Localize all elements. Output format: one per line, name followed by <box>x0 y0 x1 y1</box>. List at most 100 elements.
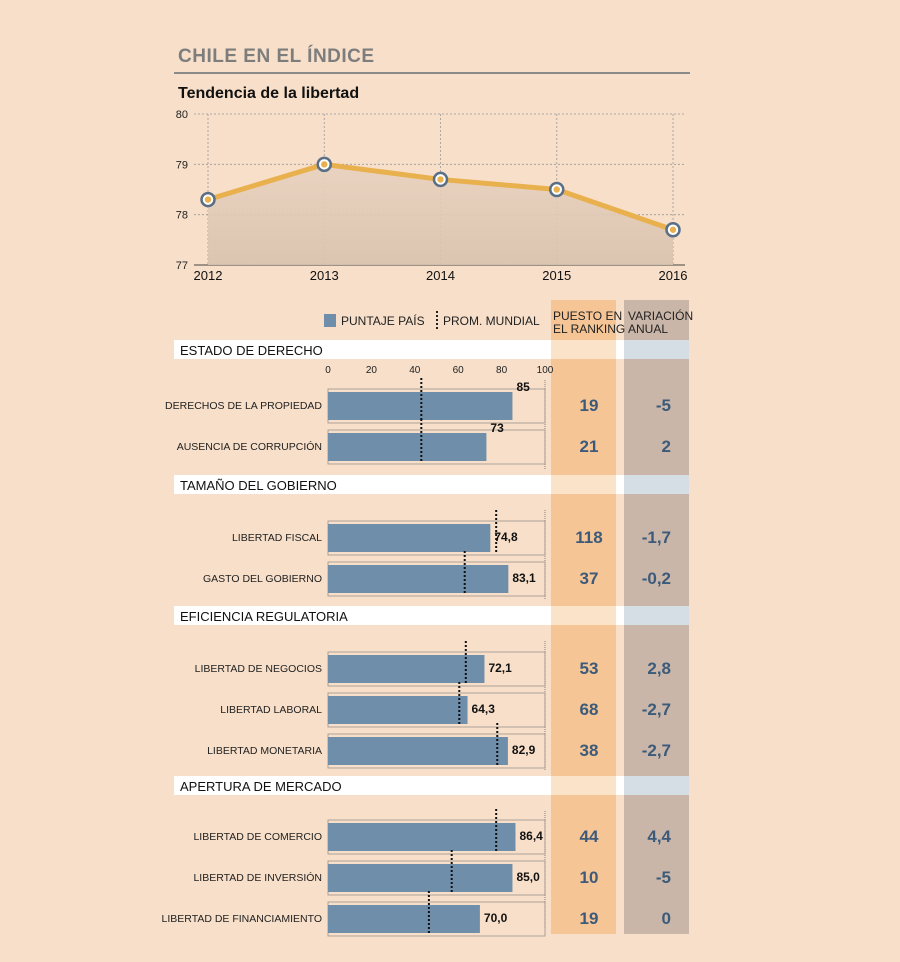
side-columns <box>174 300 689 934</box>
ranking-value: 53 <box>580 659 599 678</box>
variation-value: -2,7 <box>642 700 671 719</box>
x-tick-label: 2012 <box>194 268 223 283</box>
row-label: LIBERTAD DE NEGOCIOS <box>195 663 322 675</box>
bar-value-label: 64,3 <box>472 702 496 716</box>
section-title: CHILE EN EL ÍNDICE <box>178 46 375 67</box>
line-chart-y-ticks: 77 78 79 80 <box>176 109 188 272</box>
bar-libertad-de-financiamiento <box>328 905 480 933</box>
row-label: LIBERTAD DE COMERCIO <box>193 831 322 843</box>
group-title: TAMAÑO DEL GOBIERNO <box>180 478 337 493</box>
ranking-value: 37 <box>580 569 599 588</box>
ranking-value: 44 <box>580 827 599 846</box>
x-axis-tick-label: 60 <box>453 365 465 376</box>
group-header-band-variation <box>624 475 689 494</box>
ranking-value: 19 <box>580 396 599 415</box>
group-header-gap <box>616 776 624 795</box>
x-tick-label: 2015 <box>542 268 571 283</box>
row-label: LIBERTAD LABORAL <box>220 704 322 716</box>
bar-libertad-laboral <box>328 696 468 724</box>
data-point-center <box>669 226 677 233</box>
bar-ausencia-de-corrupción <box>328 433 487 461</box>
line-chart-x-ticks: 2012 2013 2014 2015 2016 <box>194 268 688 283</box>
variation-value: 2,8 <box>647 659 671 678</box>
ranking-value: 19 <box>580 909 599 928</box>
data-point-center <box>437 176 444 183</box>
group-title: APERTURA DE MERCADO <box>180 779 342 794</box>
ranking-value: 21 <box>580 437 599 456</box>
row-label: GASTO DEL GOBIERNO <box>203 573 322 585</box>
ranking-value: 38 <box>580 741 599 760</box>
x-axis-tick-label: 0 <box>325 365 331 376</box>
data-point-center <box>553 186 560 193</box>
y-tick-label: 77 <box>176 260 188 272</box>
bar-value-label: 85,0 <box>516 870 540 884</box>
variation-value: -2,7 <box>642 741 671 760</box>
bar-value-label: 72,1 <box>488 661 512 675</box>
line-chart: 77 78 79 80 2012 2013 2014 2015 2016 <box>176 109 688 283</box>
y-tick-label: 79 <box>176 159 188 171</box>
bar-value-label: 85 <box>516 380 530 394</box>
group-header-band-variation <box>624 606 689 625</box>
bar-value-label: 83,1 <box>512 571 536 585</box>
row-label: LIBERTAD DE INVERSIÓN <box>193 871 322 884</box>
y-tick-label: 80 <box>176 109 188 121</box>
row-label: DERECHOS DE LA PROPIEDAD <box>165 400 322 412</box>
variation-header-line2: ANUAL <box>628 322 669 336</box>
group-header-band <box>174 475 551 494</box>
ranking-value: 10 <box>580 868 599 887</box>
y-tick-label: 78 <box>176 210 188 222</box>
x-axis-tick-label: 20 <box>366 365 378 376</box>
bar-value-label: 70,0 <box>484 911 508 925</box>
legend-world-marker <box>436 311 438 329</box>
group-header-band <box>174 606 551 625</box>
group-header-band <box>174 776 551 795</box>
variation-value: -5 <box>656 868 671 887</box>
bar-value-label: 74,8 <box>494 530 518 544</box>
group-header-gap <box>616 475 624 494</box>
x-tick-label: 2016 <box>659 268 688 283</box>
x-axis-tick-label: 100 <box>537 365 554 376</box>
bar-libertad-fiscal <box>328 524 491 552</box>
x-axis-tick-label: 40 <box>409 365 421 376</box>
bar-libertad-de-inversión <box>328 864 513 892</box>
group-header-gap <box>616 606 624 625</box>
group-header-band-ranking <box>551 606 616 625</box>
group-header-band <box>174 340 551 359</box>
variation-header-line1: VARIACIÓN <box>628 309 694 323</box>
data-point-center <box>204 196 212 203</box>
variation-value: 0 <box>662 909 671 928</box>
bar-libertad-de-negocios <box>328 655 485 683</box>
row-label: LIBERTAD MONETARIA <box>207 745 322 757</box>
bar-value-label: 82,9 <box>512 743 536 757</box>
variation-value: -5 <box>656 396 671 415</box>
bar-libertad-de-comercio <box>328 823 516 851</box>
ranking-header-line1: PUESTO EN <box>553 309 623 323</box>
group-header-band-ranking <box>551 776 616 795</box>
x-axis-tick-label: 80 <box>496 365 508 376</box>
row-label: AUSENCIA DE CORRUPCIÓN <box>177 440 322 453</box>
bar-derechos-de-la-propiedad <box>328 392 513 420</box>
group-header-band-variation <box>624 340 689 359</box>
row-label: LIBERTAD FISCAL <box>232 532 322 544</box>
title-divider <box>174 72 690 74</box>
ranking-header-line2: EL RANKING <box>553 322 626 336</box>
group-title: EFICIENCIA REGULATORIA <box>180 609 348 624</box>
group-header-gap <box>616 340 624 359</box>
variation-value: -0,2 <box>642 569 671 588</box>
x-tick-label: 2014 <box>426 268 455 283</box>
bar-gasto-del-gobierno <box>328 565 509 593</box>
ranking-value: 118 <box>575 528 602 547</box>
line-chart-title: Tendencia de la libertad <box>178 85 360 102</box>
variation-value: 2 <box>662 437 671 456</box>
group-title: ESTADO DE DERECHO <box>180 343 323 358</box>
group-header-band-variation <box>624 776 689 795</box>
row-label: LIBERTAD DE FINANCIAMIENTO <box>162 913 322 925</box>
bar-libertad-monetaria <box>328 737 508 765</box>
bar-value-label: 86,4 <box>519 829 543 843</box>
bar-chart-bars <box>328 378 516 933</box>
legend-world-label: PROM. MUNDIAL <box>443 314 540 328</box>
legend-country-swatch <box>324 314 336 327</box>
group-header-band-ranking <box>551 340 616 359</box>
